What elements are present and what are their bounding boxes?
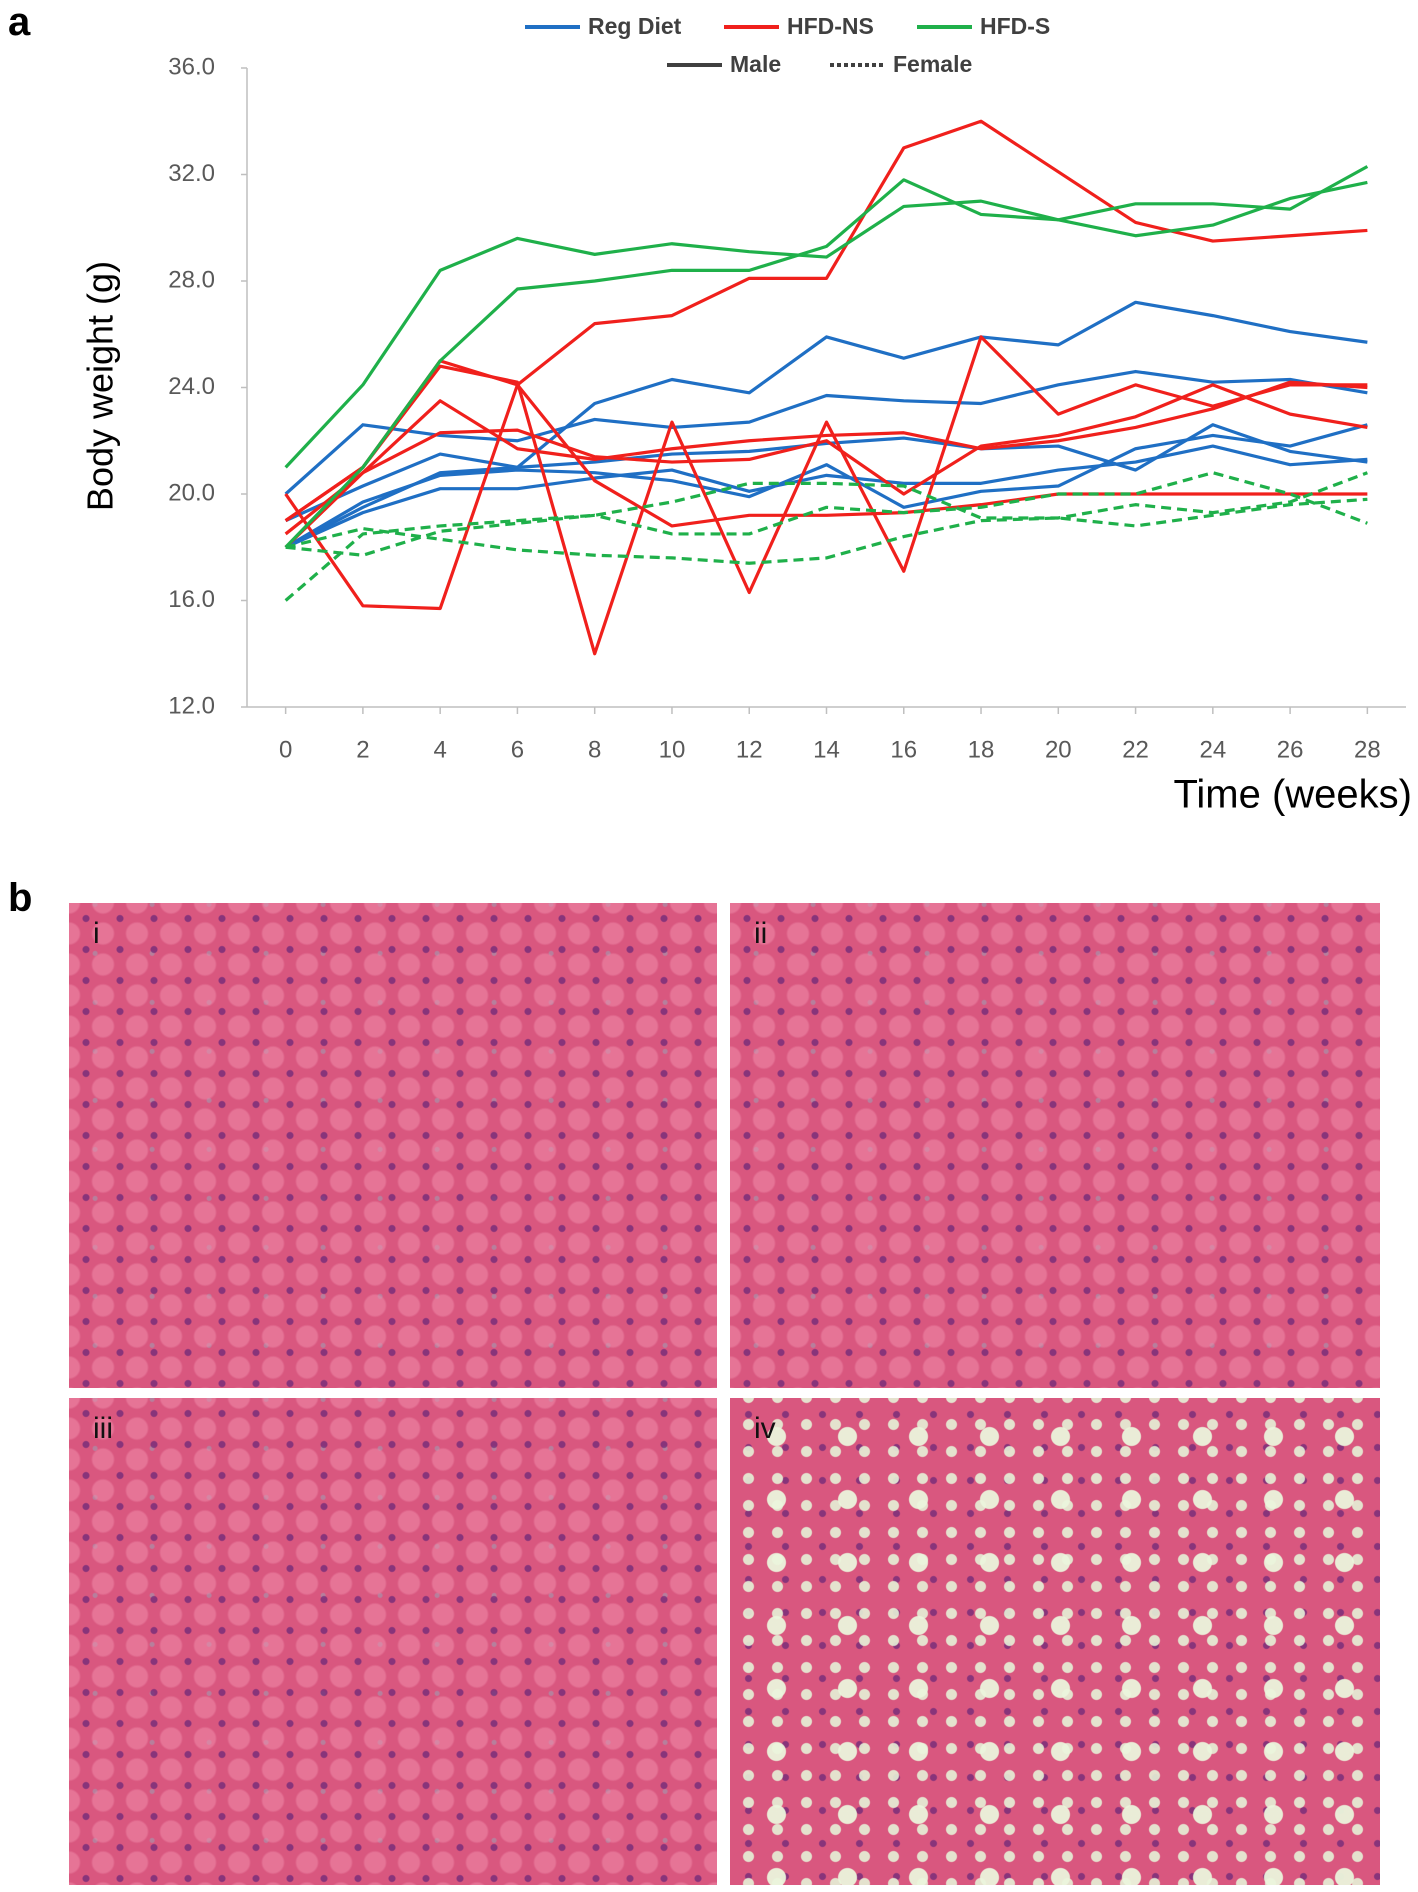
micrograph: iv bbox=[730, 1398, 1380, 1885]
x-tick-label: 10 bbox=[659, 736, 686, 763]
micrograph: iii bbox=[69, 1398, 717, 1885]
y-tick-label: 36.0 bbox=[168, 53, 215, 80]
micrograph: ii bbox=[730, 903, 1380, 1388]
x-tick-label: 6 bbox=[511, 736, 524, 763]
y-axis-label: Body weight (g) bbox=[80, 261, 121, 511]
x-tick-label: 2 bbox=[356, 736, 369, 763]
data-line bbox=[284, 165, 1369, 469]
chart: Body weight (g) Time (weeks) 12.0 16.0 20.… bbox=[80, 13, 1412, 817]
micrograph-label: iii bbox=[93, 1412, 113, 1445]
y-tick-label: 32.0 bbox=[168, 160, 215, 187]
micrograph-label: i bbox=[93, 917, 100, 950]
data-line bbox=[285, 497, 1368, 565]
y-tick-label: 28.0 bbox=[168, 266, 215, 293]
y-tick-label: 12.0 bbox=[168, 692, 215, 719]
data-line bbox=[284, 335, 1368, 656]
x-axis-label: Time (weeks) bbox=[1173, 773, 1412, 817]
x-tick-label: 26 bbox=[1277, 736, 1304, 763]
x-tick-label: 18 bbox=[968, 736, 995, 763]
x-tick-label: 8 bbox=[588, 736, 601, 763]
panel-label: b bbox=[8, 876, 33, 920]
x-tick-label: 20 bbox=[1045, 736, 1072, 763]
panel-label: a bbox=[8, 0, 31, 44]
data-line bbox=[284, 471, 1368, 602]
x-tick-label: 12 bbox=[736, 736, 763, 763]
y-tick-label: 20.0 bbox=[168, 479, 215, 506]
legend-label: Reg Diet bbox=[588, 13, 682, 39]
x-tick-label: 28 bbox=[1354, 736, 1381, 763]
data-line bbox=[284, 178, 1368, 549]
data-line bbox=[284, 423, 1368, 549]
micrograph: i bbox=[69, 903, 717, 1388]
data-line bbox=[284, 369, 1368, 496]
data-line bbox=[284, 300, 1368, 549]
data-line bbox=[284, 383, 1368, 549]
x-tick-label: 4 bbox=[433, 736, 446, 763]
x-tick-label: 22 bbox=[1122, 736, 1149, 763]
x-tick-label: 24 bbox=[1199, 736, 1226, 763]
legend-label: HFD-S bbox=[980, 13, 1050, 39]
y-tick-label: 16.0 bbox=[168, 586, 215, 613]
legend-label: Male bbox=[730, 51, 781, 77]
legend-label: HFD-NS bbox=[787, 13, 874, 39]
x-tick-label: 16 bbox=[890, 736, 917, 763]
data-line bbox=[284, 444, 1368, 549]
data-line bbox=[285, 471, 1368, 557]
micrograph-label: iv bbox=[754, 1412, 776, 1445]
y-tick-label: 24.0 bbox=[168, 373, 215, 400]
x-tick-label: 14 bbox=[813, 736, 840, 763]
data-line bbox=[284, 119, 1368, 522]
x-tick-label: 0 bbox=[279, 736, 292, 763]
legend-label: Female bbox=[893, 51, 972, 77]
micrograph-label: ii bbox=[754, 917, 768, 950]
data-line bbox=[284, 383, 1368, 611]
data-line bbox=[284, 380, 1368, 536]
